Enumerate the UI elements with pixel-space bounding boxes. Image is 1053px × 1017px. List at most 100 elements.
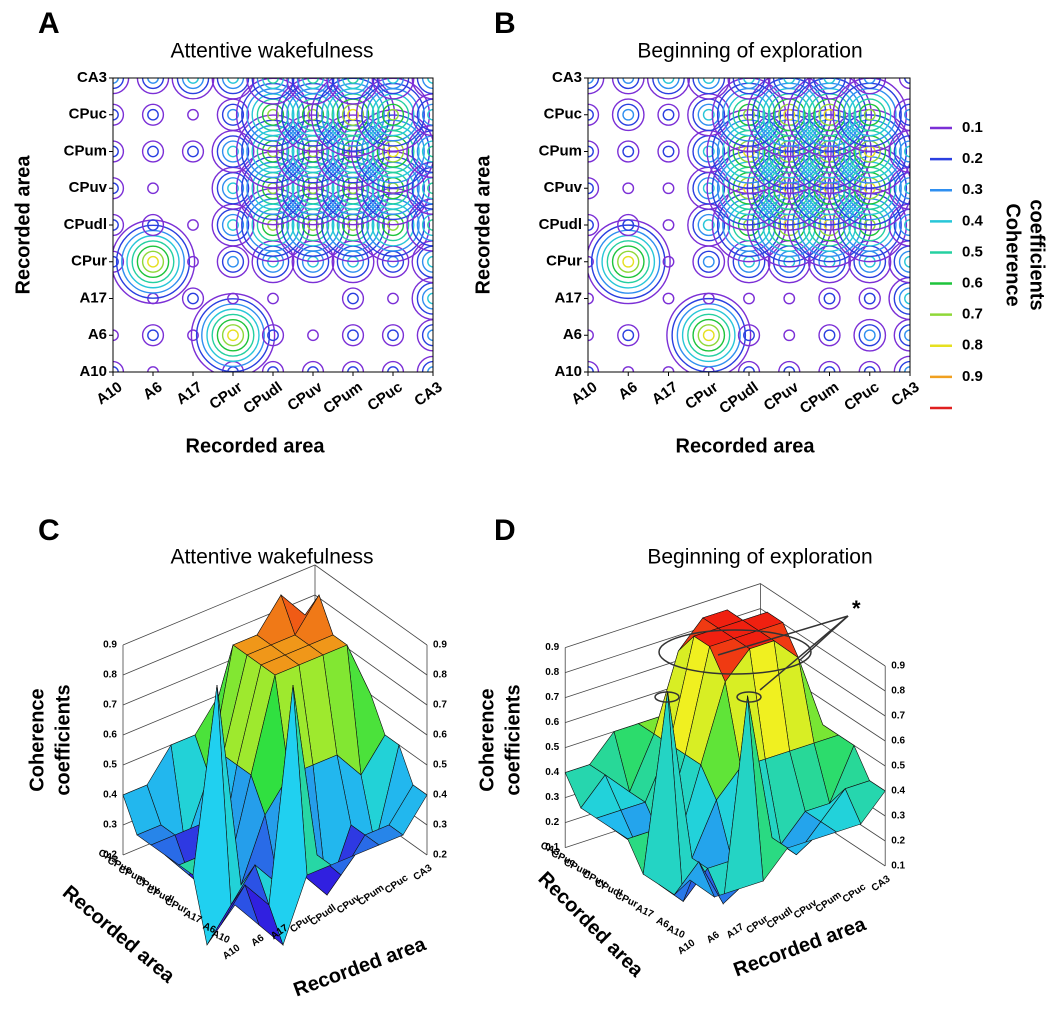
x-tick-label: CA3	[411, 379, 445, 410]
z-tick-label: 0.4	[891, 786, 905, 797]
contour-ring	[187, 108, 199, 121]
contour-ring	[823, 108, 836, 121]
y-tick-label: CA3	[552, 69, 582, 86]
contour-ring	[267, 329, 279, 342]
contour-ring	[331, 78, 375, 100]
contour-ring	[888, 276, 910, 321]
z-tick-label: 0.6	[891, 736, 905, 747]
contour-ring	[601, 234, 656, 289]
contour-ring	[662, 292, 675, 305]
annotation-line	[717, 615, 849, 656]
contour-ring	[727, 78, 771, 100]
contour-ring	[687, 78, 731, 100]
y-tick-label: A6	[563, 326, 582, 343]
contour-ring	[888, 240, 910, 284]
x-axis-title: Recorded area	[186, 435, 326, 457]
contour-ring	[126, 235, 180, 289]
contour-ring	[813, 78, 846, 95]
contour-ring	[697, 213, 720, 237]
contour-ring	[743, 292, 755, 305]
contour-ring	[818, 103, 841, 126]
contour-ring	[341, 324, 365, 347]
contour-ring	[136, 245, 170, 279]
contour-ring	[697, 140, 720, 163]
x-tick-label: A6	[140, 379, 165, 404]
x-tick-label: CA3	[888, 379, 922, 410]
x-tick-label: A17	[649, 379, 681, 409]
contour-ring	[904, 219, 910, 231]
contour-ring	[904, 329, 910, 342]
contour-ring	[702, 182, 715, 195]
contour-ring	[702, 219, 715, 231]
contour-ring	[697, 250, 720, 273]
y-axis-title: Recorded area	[12, 155, 34, 295]
contour-ring	[818, 324, 841, 347]
panel-letter: C	[38, 514, 60, 547]
contour-ring	[113, 177, 125, 200]
contour-ring	[702, 108, 715, 121]
x-tick-label: CPuc	[383, 872, 411, 896]
y-tick-label: CPur	[546, 253, 582, 270]
contour-ring	[221, 250, 245, 273]
x-tick-label: CPum	[814, 890, 844, 916]
contour-ring	[216, 135, 250, 168]
panel-letter: A	[38, 7, 60, 40]
y-tick-label: A6	[654, 915, 671, 931]
contour-ring	[662, 255, 675, 268]
contour-ring	[211, 313, 255, 357]
contour-ring	[697, 324, 720, 347]
contour-ring	[113, 140, 125, 163]
x-tick-label: CPuv	[335, 892, 363, 916]
contour-ring	[227, 145, 239, 158]
contour-ring	[687, 313, 731, 357]
legend-label: 0.4	[962, 212, 984, 229]
z-tick-label: 0.9	[891, 661, 905, 672]
contour-ring	[307, 108, 319, 121]
chart-title: Beginning of exploration	[647, 546, 872, 569]
x-tick-label: CPuv	[761, 378, 803, 414]
contour-ring	[310, 78, 396, 158]
contour-ring	[611, 245, 645, 279]
legend-title: Coherence	[1002, 203, 1024, 306]
z-axis-title: Coherence	[476, 688, 498, 791]
x-tick-label: A6	[705, 929, 722, 946]
x-tick-label: A6	[615, 379, 640, 404]
surface-patch	[674, 861, 716, 898]
contour-ring	[171, 78, 215, 100]
contour-ring	[617, 324, 640, 347]
y-tick-label: CPur	[71, 253, 107, 270]
z-tick-label: 0.7	[433, 700, 447, 711]
contour-ring	[617, 250, 640, 273]
contour-ring	[611, 78, 645, 95]
contour-ring	[904, 255, 910, 268]
y-tick-label: CPum	[64, 142, 107, 159]
contour-ring	[606, 240, 650, 284]
grid-line	[122, 594, 428, 676]
surface	[564, 609, 886, 905]
z-tick-label: 0.1	[545, 842, 559, 853]
y-tick-label: A6	[201, 921, 218, 937]
contour-ring	[227, 292, 239, 305]
contour-ring	[617, 140, 640, 163]
contour-ring	[141, 213, 165, 237]
contour-ring	[246, 78, 300, 105]
contour-ring	[147, 145, 159, 158]
contour-ring	[381, 78, 405, 90]
contour-ring	[406, 161, 433, 215]
contour-ring	[147, 182, 159, 195]
contour-ring	[387, 329, 399, 342]
z-tick-label: 0.3	[891, 811, 905, 822]
z-tick-label: 0.5	[103, 760, 117, 771]
contour-ring	[590, 224, 666, 300]
x-tick-label: A17	[725, 921, 747, 941]
contour-ring	[904, 292, 910, 305]
panel-letter: D	[494, 514, 516, 547]
contour-ring	[662, 145, 675, 158]
contour-ring	[341, 78, 365, 90]
contour-ring	[381, 103, 405, 126]
contour-ring	[187, 255, 199, 268]
contour-ring	[622, 329, 635, 342]
y-tick-label: A17	[79, 289, 107, 306]
contour-ring	[411, 93, 433, 137]
